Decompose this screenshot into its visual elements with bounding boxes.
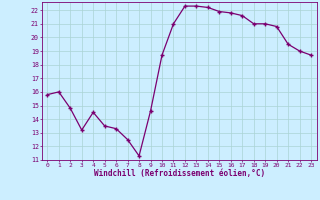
X-axis label: Windchill (Refroidissement éolien,°C): Windchill (Refroidissement éolien,°C) <box>94 169 265 178</box>
